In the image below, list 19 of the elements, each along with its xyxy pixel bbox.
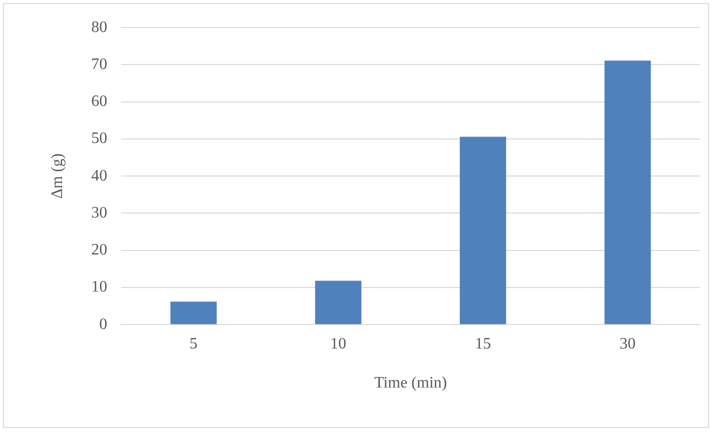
- y-tick-label: 0: [99, 316, 108, 333]
- y-tick-label: 30: [91, 204, 108, 222]
- x-tick-label: 30: [620, 335, 636, 352]
- y-axis-title: Δm (g): [48, 153, 66, 199]
- x-axis-title: Time (min): [374, 374, 447, 392]
- y-tick-label: 70: [91, 56, 108, 73]
- x-tick-label: 10: [330, 335, 346, 352]
- y-tick-label: 60: [91, 93, 108, 110]
- bar: [170, 302, 217, 324]
- y-tick-label: 10: [91, 278, 108, 296]
- x-tick-label: 15: [474, 335, 491, 352]
- x-tick-label: 5: [190, 335, 198, 352]
- bar: [460, 136, 506, 324]
- y-tick-label: 80: [91, 18, 108, 36]
- y-tick-label: 20: [91, 242, 108, 259]
- bar: [315, 280, 362, 324]
- bar: [604, 60, 651, 324]
- y-tick-label: 40: [91, 167, 108, 184]
- y-tick-label: 50: [91, 130, 108, 148]
